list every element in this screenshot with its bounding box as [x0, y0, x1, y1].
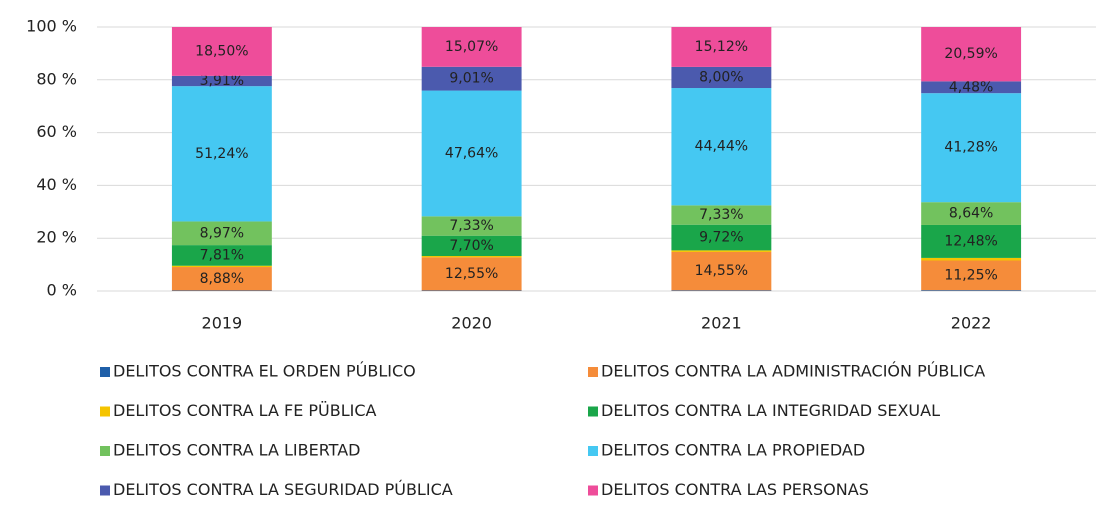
value-label: 8,64%	[949, 206, 993, 222]
legend-label: DELITOS CONTRA LA LIBERTAD	[113, 441, 360, 460]
value-label: 41,28%	[944, 140, 997, 156]
value-label: 9,01%	[449, 71, 493, 87]
bar-segment	[921, 27, 1022, 82]
value-label: 15,07%	[445, 39, 498, 55]
bar-segment	[171, 265, 272, 268]
bar-segment	[421, 216, 522, 236]
bar-segment	[671, 66, 772, 89]
bar-segment	[171, 221, 272, 246]
bar-segment	[671, 251, 772, 291]
bar-segment	[921, 260, 1022, 291]
legend-swatch	[100, 406, 110, 417]
y-tick-label: 100 %	[26, 17, 77, 36]
legend-label: DELITOS CONTRA LA PROPIEDAD	[601, 441, 865, 460]
y-tick-label: 40 %	[36, 175, 77, 194]
x-tick-label: 2019	[202, 314, 243, 333]
legend-label: DELITOS CONTRA LA INTEGRIDAD SEXUAL	[601, 401, 940, 420]
bar-segment	[921, 202, 1022, 225]
bar-segment	[921, 257, 1022, 261]
bar-segment	[171, 86, 272, 222]
bar-segment	[671, 290, 772, 291]
legend-label: DELITOS CONTRA LA SEGURIDAD PÚBLICA	[113, 480, 453, 499]
legend-swatch	[588, 485, 598, 496]
bar-segment	[921, 290, 1022, 291]
bar-segment	[421, 90, 522, 217]
bar-segment	[671, 250, 772, 252]
bar-segment	[421, 257, 522, 291]
y-tick-label: 60 %	[36, 122, 77, 141]
value-label: 12,48%	[944, 233, 997, 249]
value-label: 8,88%	[200, 271, 244, 287]
legend-label: DELITOS CONTRA LA ADMINISTRACIÓN PÚBLICA	[601, 362, 985, 381]
bar-segment	[921, 81, 1022, 94]
value-label: 18,50%	[195, 43, 248, 59]
value-label: 7,70%	[449, 238, 493, 254]
legend-swatch	[588, 367, 598, 377]
value-label: 15,12%	[695, 39, 748, 55]
value-label: 44,44%	[695, 139, 748, 155]
x-tick-label: 2020	[451, 314, 492, 333]
legend-label: DELITOS CONTRA LA FE PÜBLICA	[113, 401, 377, 420]
value-label: 9,72%	[699, 230, 743, 246]
value-label: 51,24%	[195, 146, 248, 162]
value-label: 20,59%	[944, 46, 997, 62]
value-label: 7,33%	[699, 207, 743, 223]
legend-swatch	[100, 367, 110, 377]
bar-segment	[671, 224, 772, 251]
x-tick-label: 2021	[701, 314, 742, 333]
bar-segment	[171, 245, 272, 266]
bar-segment	[671, 205, 772, 225]
value-label: 7,81%	[200, 247, 244, 263]
bar-segment	[421, 290, 522, 291]
legend-swatch	[100, 446, 110, 456]
bar-segment	[171, 27, 272, 76]
value-label: 8,00%	[699, 69, 743, 85]
bar-segment	[171, 290, 272, 291]
legend-swatch	[588, 406, 598, 417]
y-tick-label: 0 %	[47, 281, 77, 300]
legend-label: DELITOS CONTRA EL ORDEN PÚBLICO	[113, 362, 416, 381]
bar-segment	[171, 75, 272, 87]
value-label: 3,91%	[200, 73, 244, 89]
y-tick-label: 20 %	[36, 228, 77, 247]
bar-segment	[421, 256, 522, 258]
bar-segment	[671, 88, 772, 206]
bar-segment	[921, 93, 1022, 203]
value-label: 7,33%	[449, 218, 493, 234]
bar-segment	[671, 27, 772, 67]
y-tick-label: 80 %	[36, 69, 77, 88]
value-label: 11,25%	[944, 267, 997, 283]
bar-segment	[421, 235, 522, 257]
legend-label: DELITOS CONTRA LAS PERSONAS	[601, 480, 869, 499]
legend-swatch	[588, 446, 598, 456]
value-label: 4,48%	[949, 79, 993, 95]
bar-segment	[171, 267, 272, 291]
value-label: 47,64%	[445, 145, 498, 161]
bar-segment	[921, 224, 1022, 258]
legend-swatch	[100, 485, 110, 496]
value-label: 8,97%	[200, 225, 244, 241]
bar-segment	[421, 27, 522, 67]
x-tick-label: 2022	[951, 314, 992, 333]
bar-segment	[421, 66, 522, 91]
value-label: 14,55%	[695, 263, 748, 279]
value-label: 12,55%	[445, 266, 498, 282]
